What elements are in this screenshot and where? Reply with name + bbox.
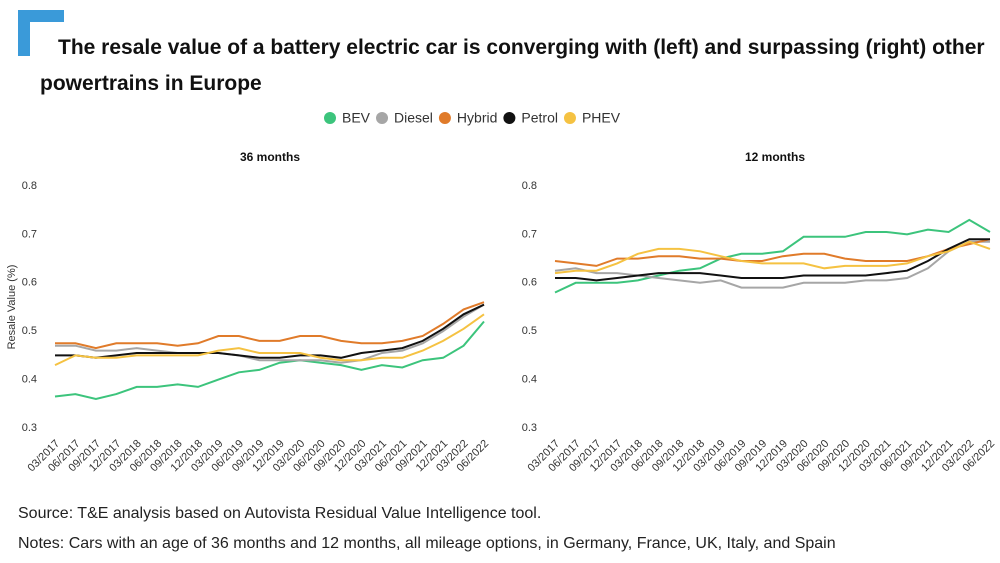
series-line [55,303,485,364]
legend-swatch [438,112,451,124]
y-tick-label: 0.3 [22,422,37,434]
y-tick-label: 0.3 [522,422,537,434]
y-tick-label: 0.6 [22,277,37,289]
chart-subtitle: 36 months [240,150,300,164]
series-line [55,301,485,350]
legend: BEV Diesel Hybrid Petrol PHEV [324,110,621,126]
series-line [54,313,485,367]
legend-label: Hybrid [457,110,497,126]
series-line [554,240,990,289]
legend-swatch [376,112,389,124]
y-tick-label: 0.5 [22,325,37,337]
y-tick-label: 0.8 [522,180,537,192]
y-tick-label: 0.7 [22,228,37,240]
y-tick-label: 0.7 [522,228,537,240]
legend-label: BEV [342,110,371,126]
series-line [555,238,990,282]
legend-swatch [503,112,516,124]
series-line [55,303,485,359]
y-axis-label: Resale Value (%) [6,265,18,350]
title: The resale value of a battery electric c… [40,36,985,95]
source: Source: T&E analysis based on Autovista … [18,505,542,522]
series-line [54,320,485,401]
legend-swatch [563,112,576,124]
y-tick-label: 0.8 [22,180,37,192]
title-corner-mark [18,10,64,56]
notes: Notes: Cars with an age of 36 months and… [18,535,836,552]
legend-label: PHEV [582,110,621,126]
legend-label: Petrol [521,110,558,126]
legend-label: Diesel [394,110,433,126]
series-line [554,218,991,294]
chart-subtitle: 12 months [745,150,805,164]
legend-swatch [324,112,336,124]
y-tick-label: 0.5 [522,325,537,337]
y-tick-label: 0.4 [22,374,37,386]
y-tick-label: 0.6 [522,277,537,289]
y-tick-label: 0.4 [522,374,537,386]
series-line [554,240,991,275]
